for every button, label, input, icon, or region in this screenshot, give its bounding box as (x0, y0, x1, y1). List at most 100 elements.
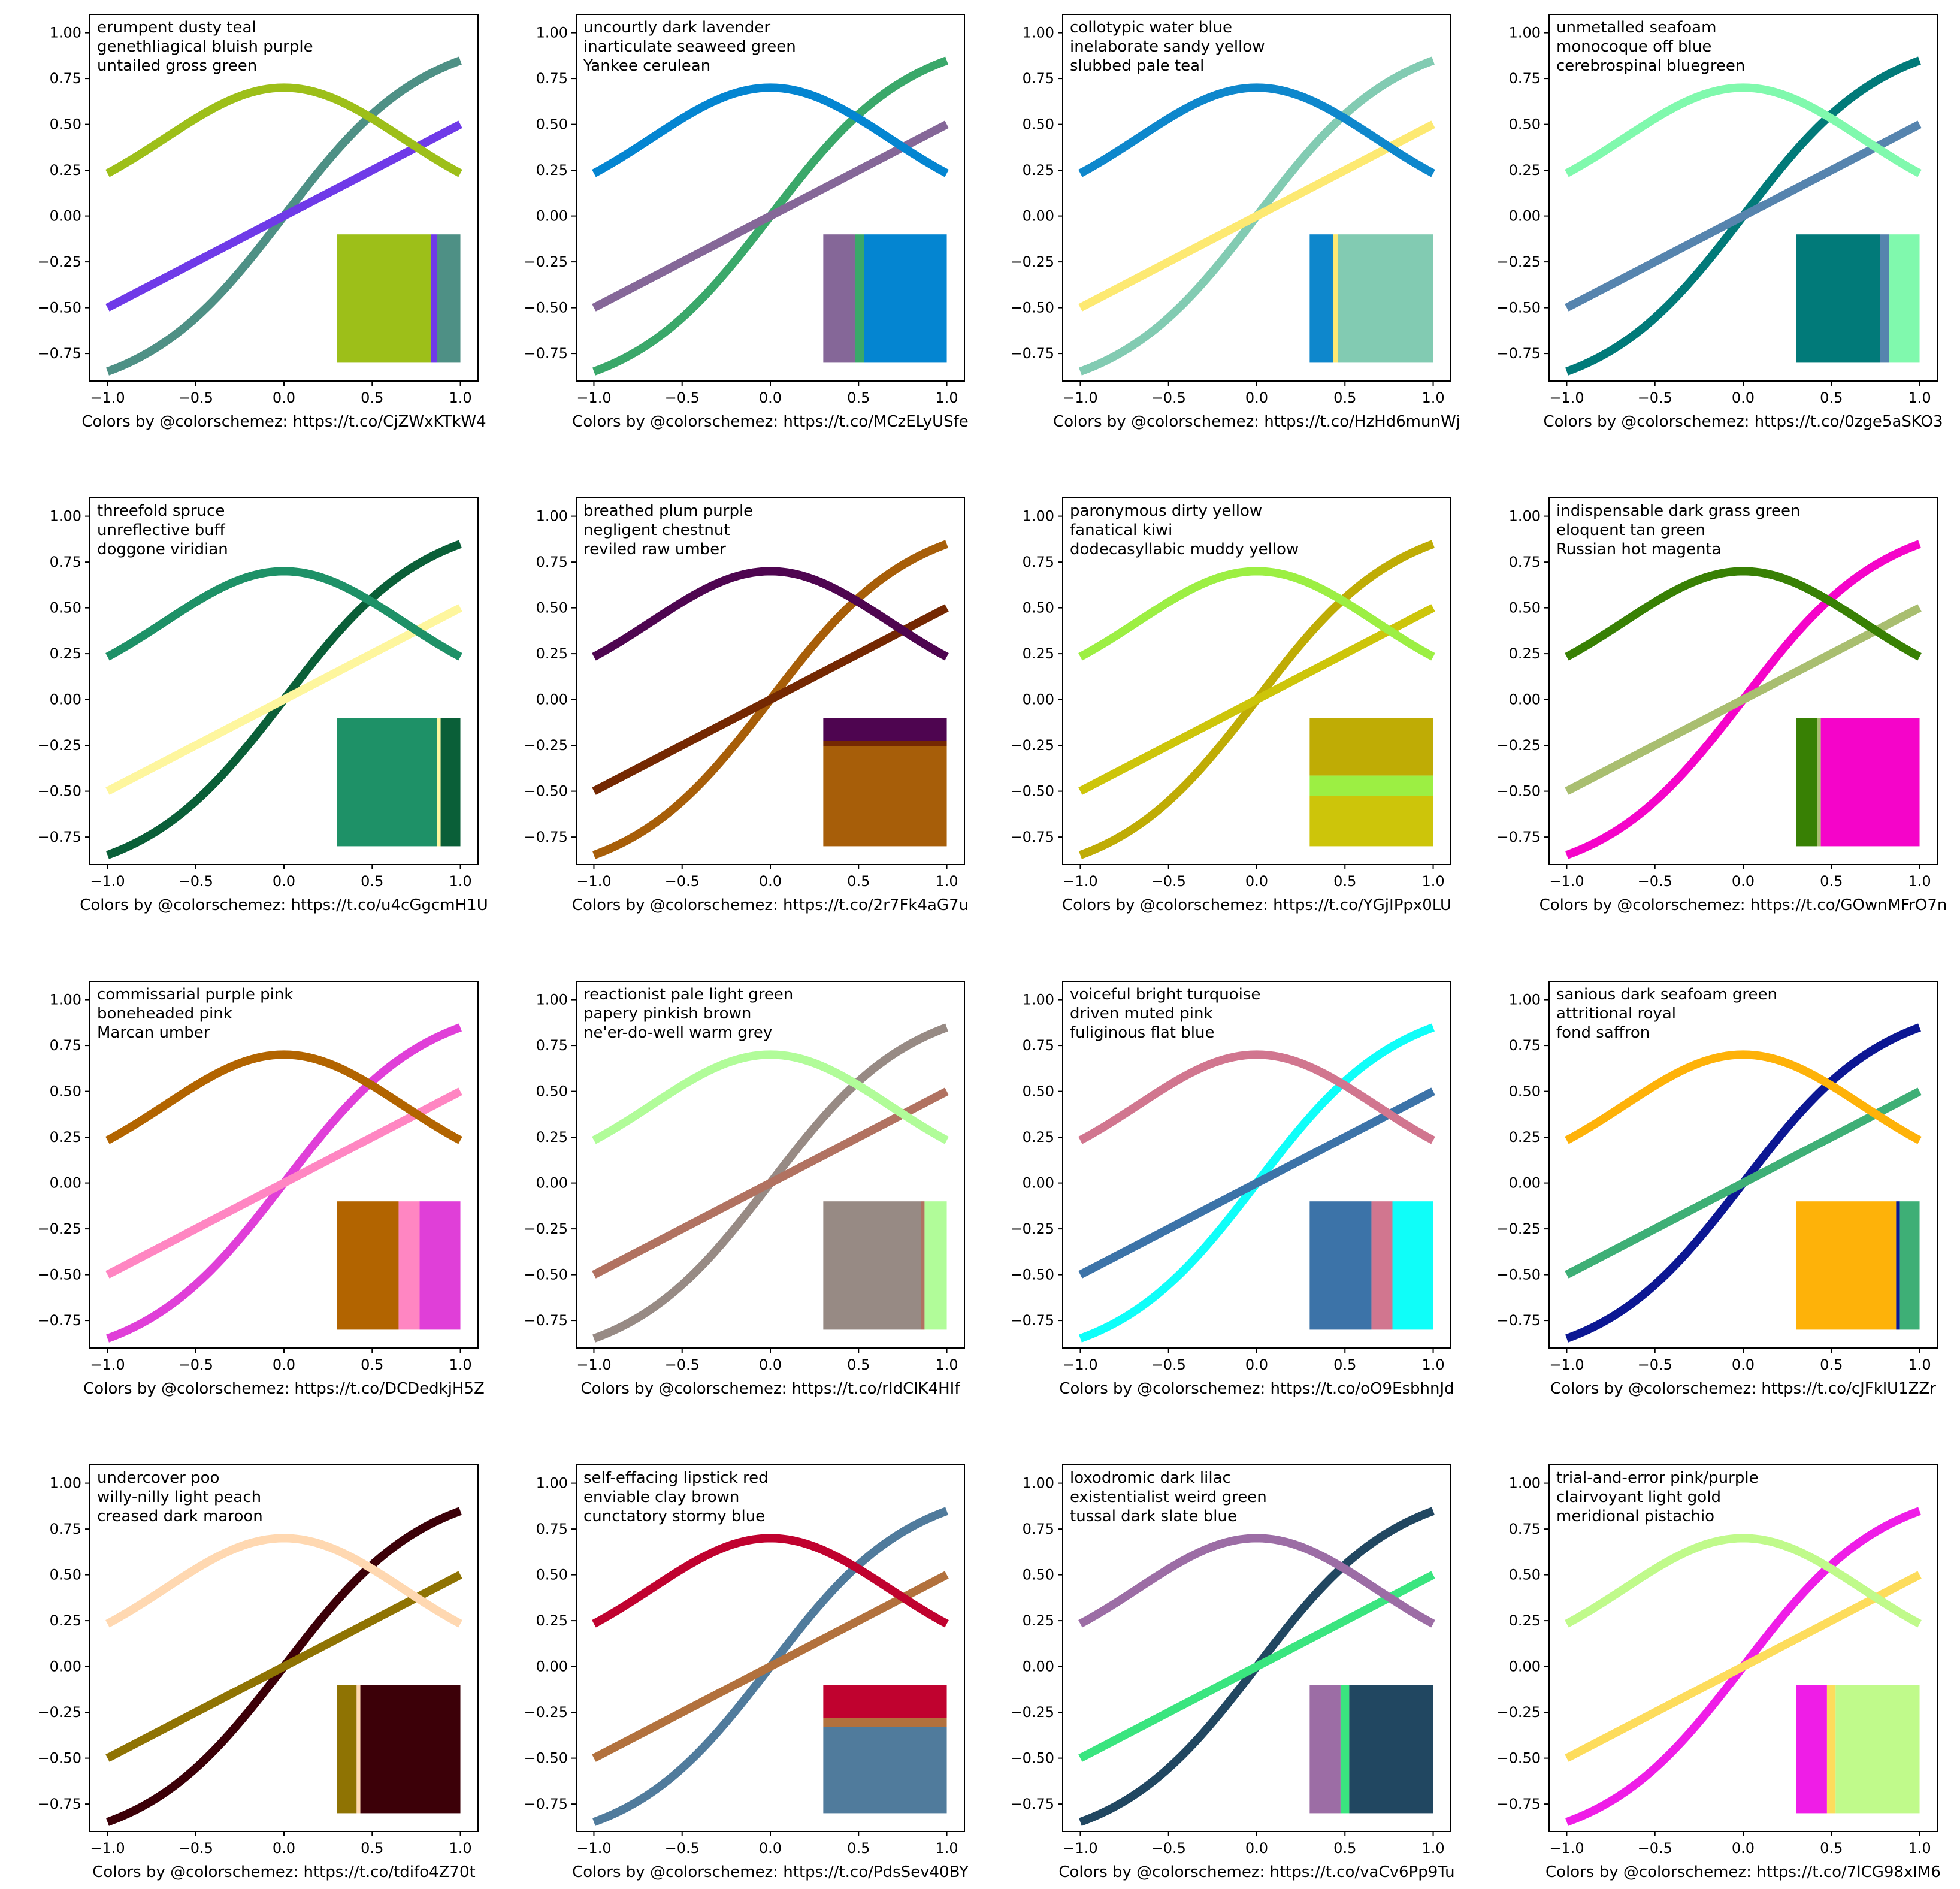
color-swatch-1 (823, 718, 947, 741)
color-name-label: inarticulate seaweed green (583, 38, 796, 56)
color-name-label: paronymous dirty yellow (1070, 502, 1262, 520)
color-name-label: erumpent dusty teal (97, 19, 256, 37)
y-tick-label: 0.75 (50, 1037, 81, 1054)
linear-line (105, 1087, 462, 1279)
x-tick-label: −1.0 (90, 873, 125, 890)
y-tick-label: −0.75 (37, 829, 81, 845)
color-name-label: slubbed pale teal (1070, 57, 1204, 75)
linear-line (105, 604, 462, 795)
plot-area (1078, 540, 1435, 859)
color-name-label: inelaborate sandy yellow (1070, 38, 1265, 56)
x-tick-label: 0.5 (1333, 389, 1356, 406)
color-name-label: fuliginous flat blue (1070, 1024, 1214, 1042)
x-tick-label: 1.0 (935, 1840, 958, 1857)
color-swatch-3 (360, 1685, 461, 1814)
x-tick-label: 1.0 (1421, 389, 1444, 406)
y-tick-label: 0.50 (1023, 600, 1054, 616)
y-tick-label: 0.25 (1023, 162, 1054, 179)
color-swatch-1 (337, 1201, 399, 1330)
color-name-label: breathed plum purple (583, 502, 753, 520)
color-name-label: boneheaded pink (97, 1005, 232, 1023)
y-tick-label: −0.50 (1010, 783, 1054, 800)
plot-area (105, 56, 462, 376)
color-swatch-1 (1796, 718, 1817, 847)
color-swatch-3 (1835, 1685, 1920, 1814)
linear-line (592, 1087, 949, 1279)
x-tick-label: −0.5 (665, 1840, 700, 1857)
y-tick-label: 0.50 (50, 1567, 81, 1583)
x-tick-label: 0.5 (1820, 1356, 1843, 1373)
y-tick-label: −0.75 (1496, 345, 1541, 362)
bell-curve (105, 1050, 462, 1144)
y-tick-label: −0.75 (1010, 1312, 1054, 1329)
color-swatch-2 (398, 1201, 420, 1330)
color-name-label: cunctatory stormy blue (583, 1507, 765, 1525)
plot-area (1565, 1023, 1922, 1343)
x-tick-label: 0.0 (1732, 1356, 1755, 1373)
color-name-label: Marcan umber (97, 1024, 210, 1042)
color-name-label: untailed gross green (97, 57, 257, 75)
y-tick-label: −0.25 (1496, 1704, 1541, 1721)
y-tick-label: 0.25 (1023, 1612, 1054, 1629)
plot-area (105, 1507, 462, 1826)
y-tick-label: 0.00 (536, 1175, 568, 1192)
y-tick-label: 1.00 (50, 508, 81, 525)
x-tick-label: −1.0 (1549, 1356, 1584, 1373)
color-name-label: clairvoyant light gold (1556, 1488, 1721, 1506)
x-tick-label: −0.5 (179, 873, 213, 890)
y-tick-label: 0.00 (1509, 691, 1541, 708)
y-tick-label: −0.25 (1496, 253, 1541, 270)
y-tick-label: 0.00 (1509, 1658, 1541, 1675)
color-swatch-1 (1796, 1685, 1827, 1814)
x-tick-label: 1.0 (935, 873, 958, 890)
x-tick-label: 0.5 (847, 873, 870, 890)
y-tick-label: 0.25 (536, 1129, 568, 1146)
y-tick-label: −0.75 (37, 345, 81, 362)
y-tick-label: 0.25 (1509, 1612, 1541, 1629)
x-tick-label: 1.0 (1908, 873, 1931, 890)
x-axis-caption: Colors by @colorschemez: https://t.co/MC… (572, 413, 969, 431)
x-tick-label: −0.5 (1151, 1356, 1186, 1373)
color-swatch-3 (437, 234, 461, 363)
plot-area (1078, 1023, 1435, 1343)
color-name-label: genethliagical bluish purple (97, 38, 313, 56)
linear-line (592, 604, 949, 795)
x-tick-label: 1.0 (1908, 389, 1931, 406)
y-tick-label: 0.75 (536, 1521, 568, 1537)
bell-curve (105, 83, 462, 177)
y-tick-label: −0.25 (1010, 737, 1054, 754)
x-tick-label: −1.0 (576, 1356, 611, 1373)
color-swatch-3 (924, 1201, 947, 1330)
y-tick-label: 0.00 (536, 691, 568, 708)
y-tick-label: −0.75 (1496, 1312, 1541, 1329)
bell-curve (105, 1534, 462, 1628)
color-swatch-1 (1309, 234, 1333, 363)
color-name-label: threefold spruce (97, 502, 225, 520)
color-name-label: unmetalled seafoam (1556, 19, 1716, 37)
subplot-7: −1.0 −0.5 0.0 0.5 1.0 −0.75 −0.50 −0.25 0.00 0.25… (1010, 497, 1451, 914)
subplot-5: −1.0 −0.5 0.0 0.5 1.0 −0.75 −0.50 −0.25 0.00 0.25… (37, 497, 488, 914)
x-tick-label: 0.0 (759, 873, 782, 890)
y-tick-label: −0.50 (1496, 1267, 1541, 1283)
x-tick-label: −0.5 (665, 1356, 700, 1373)
y-tick-label: −0.25 (524, 1704, 568, 1721)
y-tick-label: 1.00 (536, 1475, 568, 1492)
x-tick-label: 0.5 (361, 1356, 383, 1373)
color-name-label: tussal dark slate blue (1070, 1507, 1237, 1525)
y-tick-label: 0.50 (1509, 600, 1541, 616)
plot-area (592, 540, 949, 859)
y-tick-label: −0.50 (1010, 1750, 1054, 1767)
subplot-3: −1.0 −0.5 0.0 0.5 1.0 −0.75 −0.50 −0.25 0.00 0.25… (1010, 14, 1460, 431)
x-tick-label: 0.5 (847, 1840, 870, 1857)
linear-line (1078, 1571, 1435, 1762)
plot-area (592, 56, 949, 376)
x-tick-label: −0.5 (1151, 873, 1186, 890)
bell-curve (592, 567, 949, 661)
y-tick-label: −0.25 (37, 1220, 81, 1237)
y-tick-label: 0.25 (50, 162, 81, 179)
plot-area (592, 1507, 949, 1826)
color-swatch-2 (855, 234, 864, 363)
color-name-label: cerebrospinal bluegreen (1556, 57, 1745, 75)
y-tick-label: −0.50 (1496, 300, 1541, 316)
y-tick-label: 0.00 (50, 1175, 81, 1192)
